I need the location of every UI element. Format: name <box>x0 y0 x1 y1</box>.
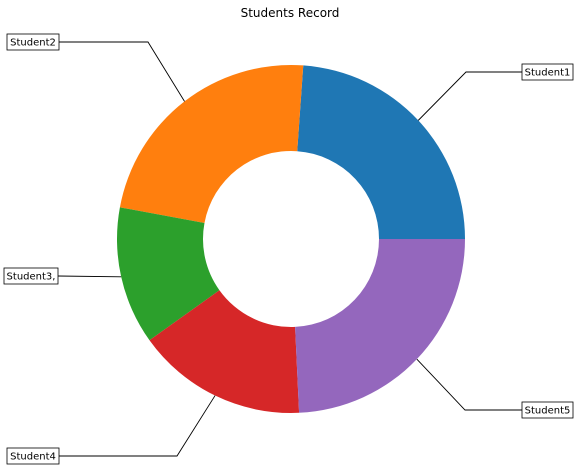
slice-3 <box>117 207 220 341</box>
label-box-4 <box>6 447 60 465</box>
donut-slices <box>117 65 465 413</box>
slice-1 <box>297 65 465 239</box>
leader-line-4 <box>59 395 216 457</box>
label-box-1 <box>521 63 574 81</box>
leader-line-5 <box>416 358 522 411</box>
chart-title: Students Record <box>241 6 340 20</box>
slice-labels: Student1 Student2 Student3, Student4 Student… <box>3 33 574 465</box>
label-box-2 <box>6 33 60 51</box>
slice-label-2: Student2 <box>10 38 56 49</box>
slice-5 <box>295 239 465 413</box>
leader-line-1 <box>417 71 522 121</box>
label-box-3 <box>3 267 59 285</box>
leader-line-2 <box>59 41 185 102</box>
slice-2 <box>119 65 304 223</box>
label-box-5 <box>521 401 574 419</box>
leader-line-3 <box>57 275 122 278</box>
slice-4 <box>149 290 300 413</box>
slice-label-4: Student4 <box>10 452 56 463</box>
slice-label-3: Student3, <box>7 272 56 283</box>
slice-label-5: Student5 <box>525 406 571 417</box>
slice-label-1: Student1 <box>525 68 571 79</box>
